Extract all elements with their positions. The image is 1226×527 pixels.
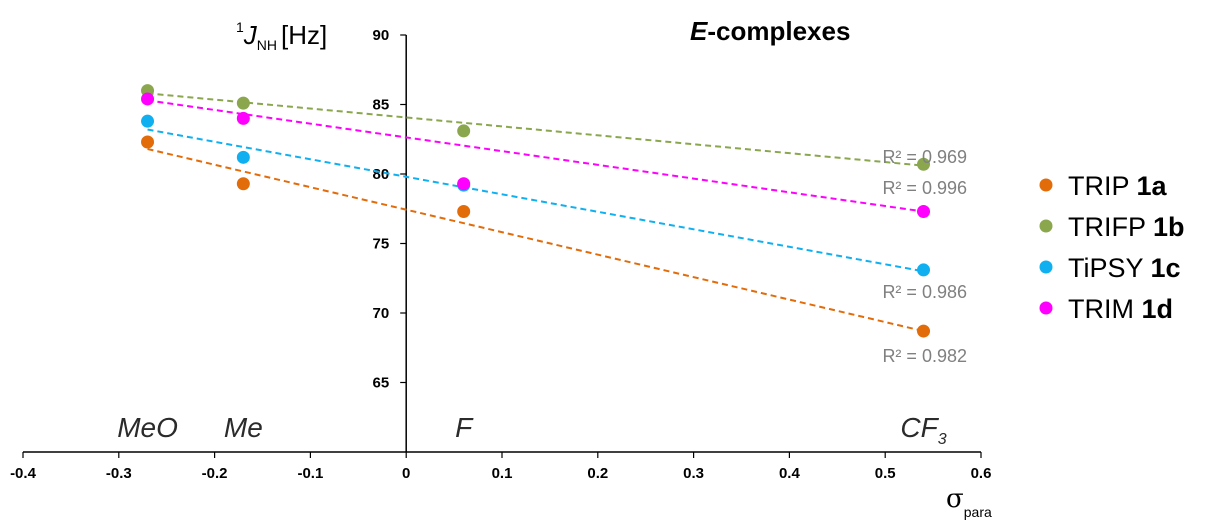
x-axis-label: σpara [946,484,992,520]
y-label-superscript: 1 [236,19,244,35]
y-tick-label: 90 [373,27,390,44]
x-tick-label: -0.4 [10,465,37,482]
legend-marker [1039,301,1053,315]
x-tick-label: -0.2 [202,465,228,482]
data-point [236,96,250,110]
data-point [917,157,931,171]
data-point [141,92,155,106]
y-label-subscript: NH [257,37,277,53]
chart-title: E-complexes [690,16,850,46]
legend-label: TiPSY 1c [1068,253,1181,283]
substituent-label: Me [224,412,263,443]
data-point [457,124,471,138]
y-axis-label: 1JNH [Hz] [236,19,327,53]
legend: TRIP 1a TRIFP 1b TiPSY 1c TRIM 1d [1039,171,1185,324]
data-point [236,150,250,164]
legend-marker [1039,178,1053,192]
y-label-unit: [Hz] [281,20,327,50]
legend-label: TRIFP 1b [1068,212,1185,242]
trendlines-group [147,92,924,333]
y-tick-label: 75 [373,236,390,253]
r2-labels-group: R² = 0.969 R² = 0.996 R² = 0.986 R² = 0.982 [882,147,967,366]
y-tick-label: 80 [373,166,390,183]
data-point [236,111,250,125]
y-tick-label: 65 [373,375,390,392]
x-tick-label: 0.2 [587,465,608,482]
r2-label: R² = 0.996 [882,178,967,198]
trendline [147,92,924,167]
legend-label-bold: 1a [1137,171,1168,201]
substituent-label: CF3 [900,412,946,448]
data-point [457,177,471,191]
x-tick-label: -0.1 [297,465,323,482]
trendline [147,99,924,213]
data-point [917,263,931,277]
x-label-symbol: σ [946,484,964,514]
data-point [917,324,931,338]
chart-title-prefix: E [690,16,708,46]
legend-label-bold: 1d [1142,294,1174,324]
y-tick-label: 70 [373,305,390,322]
legend-marker [1039,260,1053,274]
r2-label: R² = 0.986 [882,282,967,302]
substituent-label: MeO [117,412,178,443]
substituent-label: F [455,412,474,443]
data-point [236,177,250,191]
trendline [147,148,924,333]
x-tick-label: 0.6 [971,465,992,482]
y-tick-label: 85 [373,97,390,114]
legend-label: TRIP 1a [1068,171,1168,201]
data-point [917,205,931,219]
points-group [141,84,931,338]
x-tick-label: -0.3 [106,465,132,482]
data-point [457,205,471,219]
y-label-symbol: J [243,20,258,50]
data-point [141,135,155,149]
substituent-subscript: 3 [938,431,947,448]
legend-label-bold: 1b [1153,212,1185,242]
r2-label: R² = 0.969 [882,147,967,167]
substituent-labels: MeO Me F CF3 [117,412,947,448]
x-label-subscript: para [964,504,992,520]
trendline [147,128,924,273]
x-tick-label: 0.1 [492,465,513,482]
legend-label: TRIM 1d [1068,294,1173,324]
data-point [141,114,155,128]
x-tick-label: 0.5 [875,465,896,482]
legend-marker [1039,219,1053,233]
chart-title-suffix: -complexes [707,16,850,46]
r2-label: R² = 0.982 [882,346,967,366]
legend-label-bold: 1c [1151,253,1181,283]
axes-group: -0.4 -0.3 -0.2 -0.1 0 0.1 0.2 0.3 0.4 0.5 0.6 65 70 7… [10,27,991,482]
x-tick-label: 0.3 [683,465,704,482]
x-tick-label: 0.4 [779,465,801,482]
x-tick-label: 0 [402,465,410,482]
